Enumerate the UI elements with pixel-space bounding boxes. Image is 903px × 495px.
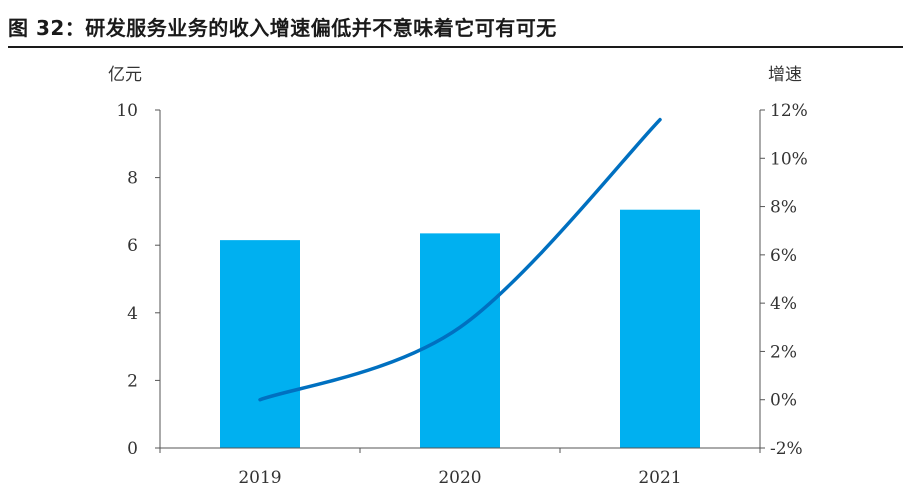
bar-2021 — [620, 209, 700, 448]
bar-series — [220, 209, 700, 448]
left-tick-label: 2 — [127, 371, 138, 391]
bar-2019 — [220, 240, 300, 448]
growth-line-path — [258, 117, 662, 402]
left-tick-label: 0 — [127, 439, 138, 459]
right-tick-label: 2% — [770, 342, 797, 362]
right-tick-label: 12% — [770, 101, 808, 121]
x-tick-label: 2019 — [238, 468, 281, 488]
left-tick-label: 6 — [127, 236, 138, 256]
right-tick-label: 4% — [770, 294, 797, 314]
title-underline — [8, 46, 903, 48]
growth-line-series — [258, 117, 662, 402]
right-tick-label: -2% — [770, 439, 803, 459]
left-tick-label: 4 — [127, 304, 138, 324]
left-tick-label: 10 — [116, 101, 138, 121]
right-axis-unit-label: 增速 — [768, 65, 802, 85]
left-axis-unit-label: 亿元 — [108, 65, 142, 85]
x-axis: 2019 2020 2021 — [159, 447, 761, 488]
right-tick-label: 8% — [770, 198, 797, 218]
right-tick-label: 10% — [770, 149, 808, 169]
left-y-axis: 0 2 4 6 8 10 — [116, 101, 161, 459]
right-tick-label: 0% — [770, 391, 797, 411]
right-tick-label: 6% — [770, 246, 797, 266]
left-tick-label: 8 — [127, 169, 138, 189]
right-y-axis: -2% 0% 2% 4% 6% 8% 10% 12% — [759, 101, 808, 459]
x-tick-label: 2021 — [638, 468, 681, 488]
chart-title: 图 32：研发服务业务的收入增速偏低并不意味着它可有可无 — [8, 16, 557, 40]
bar-2020 — [420, 233, 500, 448]
x-tick-label: 2020 — [438, 468, 481, 488]
